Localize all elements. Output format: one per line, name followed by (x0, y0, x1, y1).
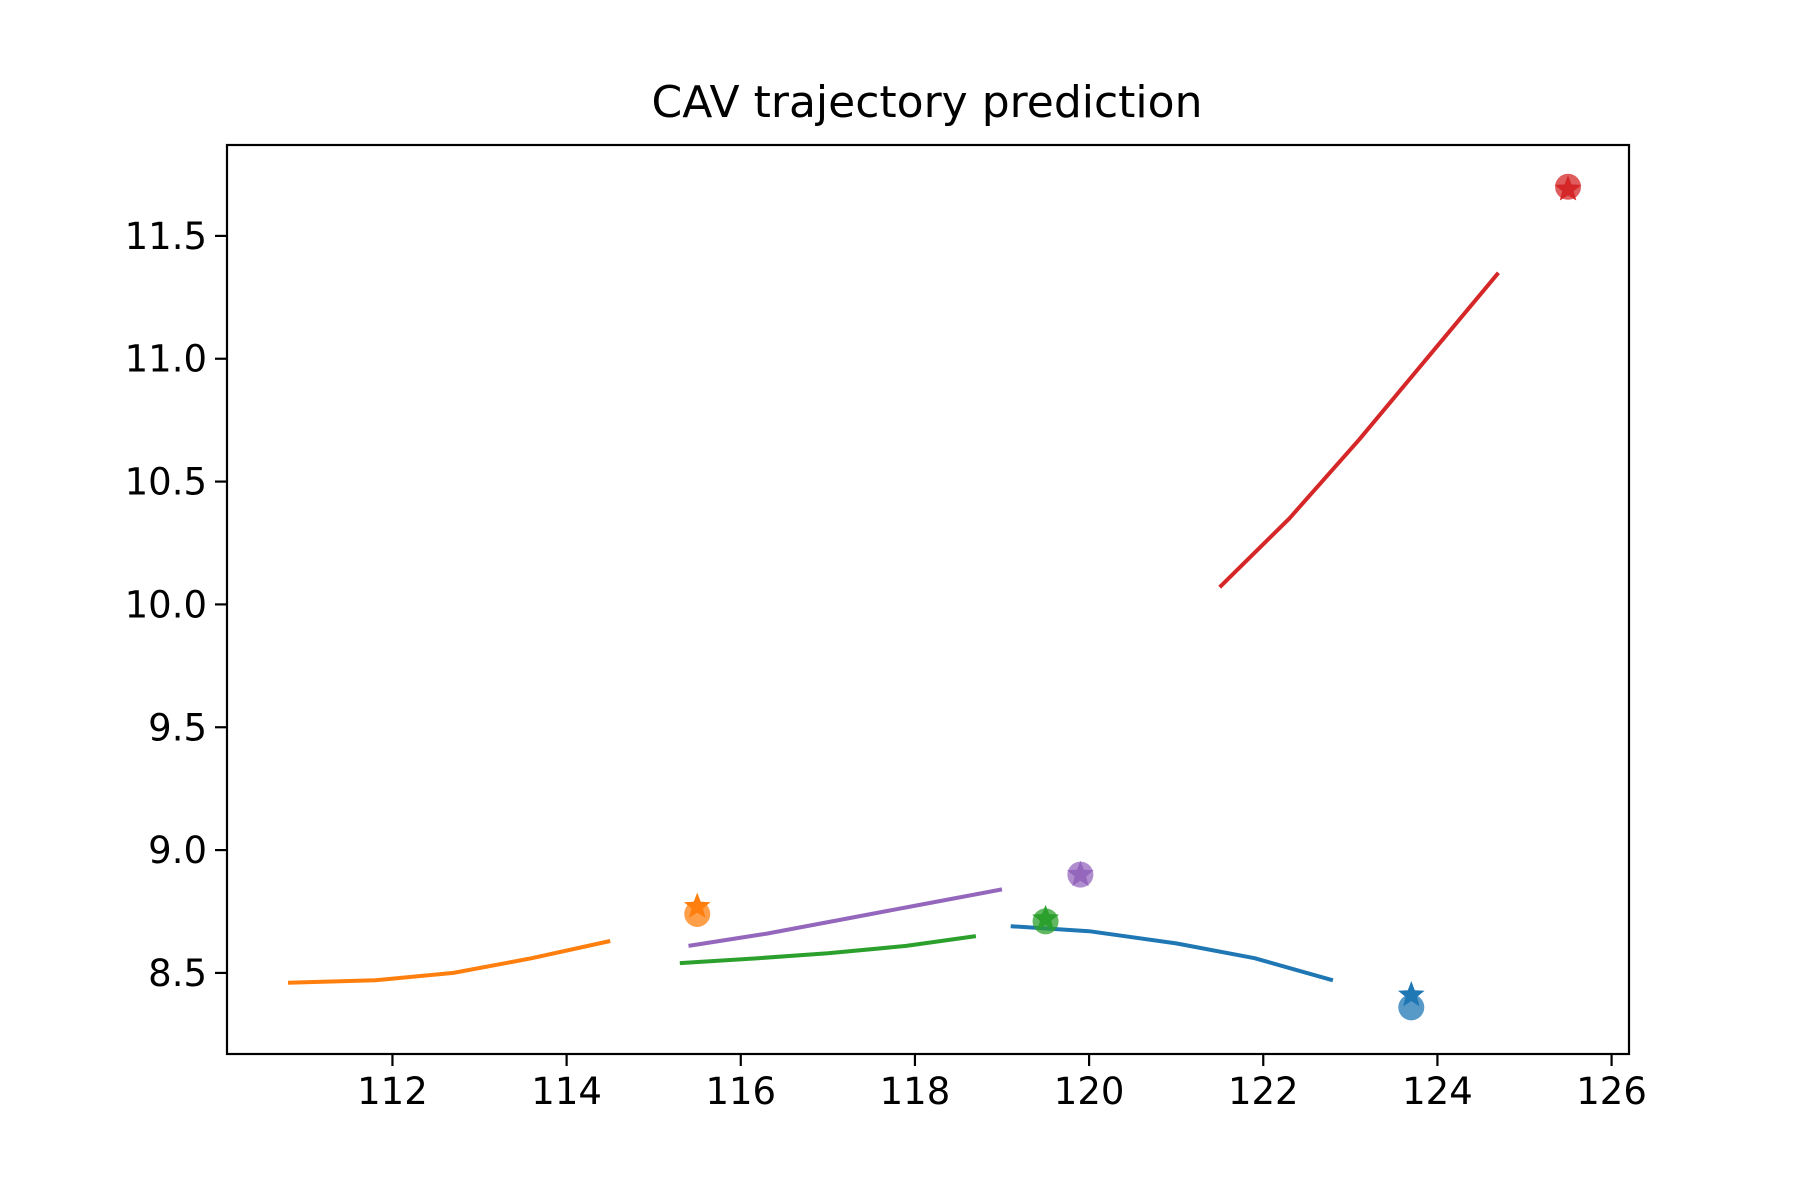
axes-frame (225, 143, 1631, 1056)
target-star-marker (1067, 860, 1094, 886)
x-tick-label: 126 (1576, 1070, 1647, 1113)
x-tick-label: 124 (1402, 1070, 1473, 1113)
y-tick-label: 9.0 (148, 829, 207, 872)
target-star-marker (683, 892, 711, 918)
x-axis-ticks: 112 114 116 118 120 122 124 126 (357, 1054, 1647, 1113)
plot-area (287, 173, 1582, 1021)
series-1 (1010, 924, 1425, 1021)
series-5 (688, 860, 1094, 948)
y-axis-ticks: 8.5 9.0 9.5 10.0 10.5 11.0 11.5 (125, 215, 227, 995)
x-tick-label: 114 (531, 1070, 602, 1113)
predicted-trajectory-line (688, 887, 1003, 948)
y-tick-label: 8.5 (148, 952, 207, 995)
x-tick-label: 120 (1054, 1070, 1125, 1113)
x-tick-label: 112 (357, 1070, 428, 1113)
target-star-marker (1032, 904, 1059, 931)
y-tick-label: 10.5 (125, 461, 207, 504)
predicted-trajectory-line (679, 934, 977, 966)
x-tick-label: 116 (705, 1070, 776, 1113)
x-tick-label: 122 (1228, 1070, 1299, 1113)
series-4 (1218, 173, 1582, 589)
target-star-marker (1554, 175, 1582, 201)
y-tick-label: 9.5 (148, 706, 207, 749)
y-tick-label: 11.5 (125, 215, 207, 258)
predicted-trajectory-line (1010, 924, 1334, 983)
predicted-trajectory-line (287, 939, 611, 985)
y-tick-label: 10.0 (125, 583, 207, 626)
chart-title: CAV trajectory prediction (652, 77, 1203, 128)
series-2 (287, 892, 711, 985)
predicted-trajectory-line (1218, 271, 1500, 589)
target-star-marker (1398, 981, 1425, 1007)
x-tick-label: 118 (880, 1070, 951, 1113)
series-3 (679, 904, 1059, 966)
y-tick-label: 11.0 (125, 338, 207, 381)
